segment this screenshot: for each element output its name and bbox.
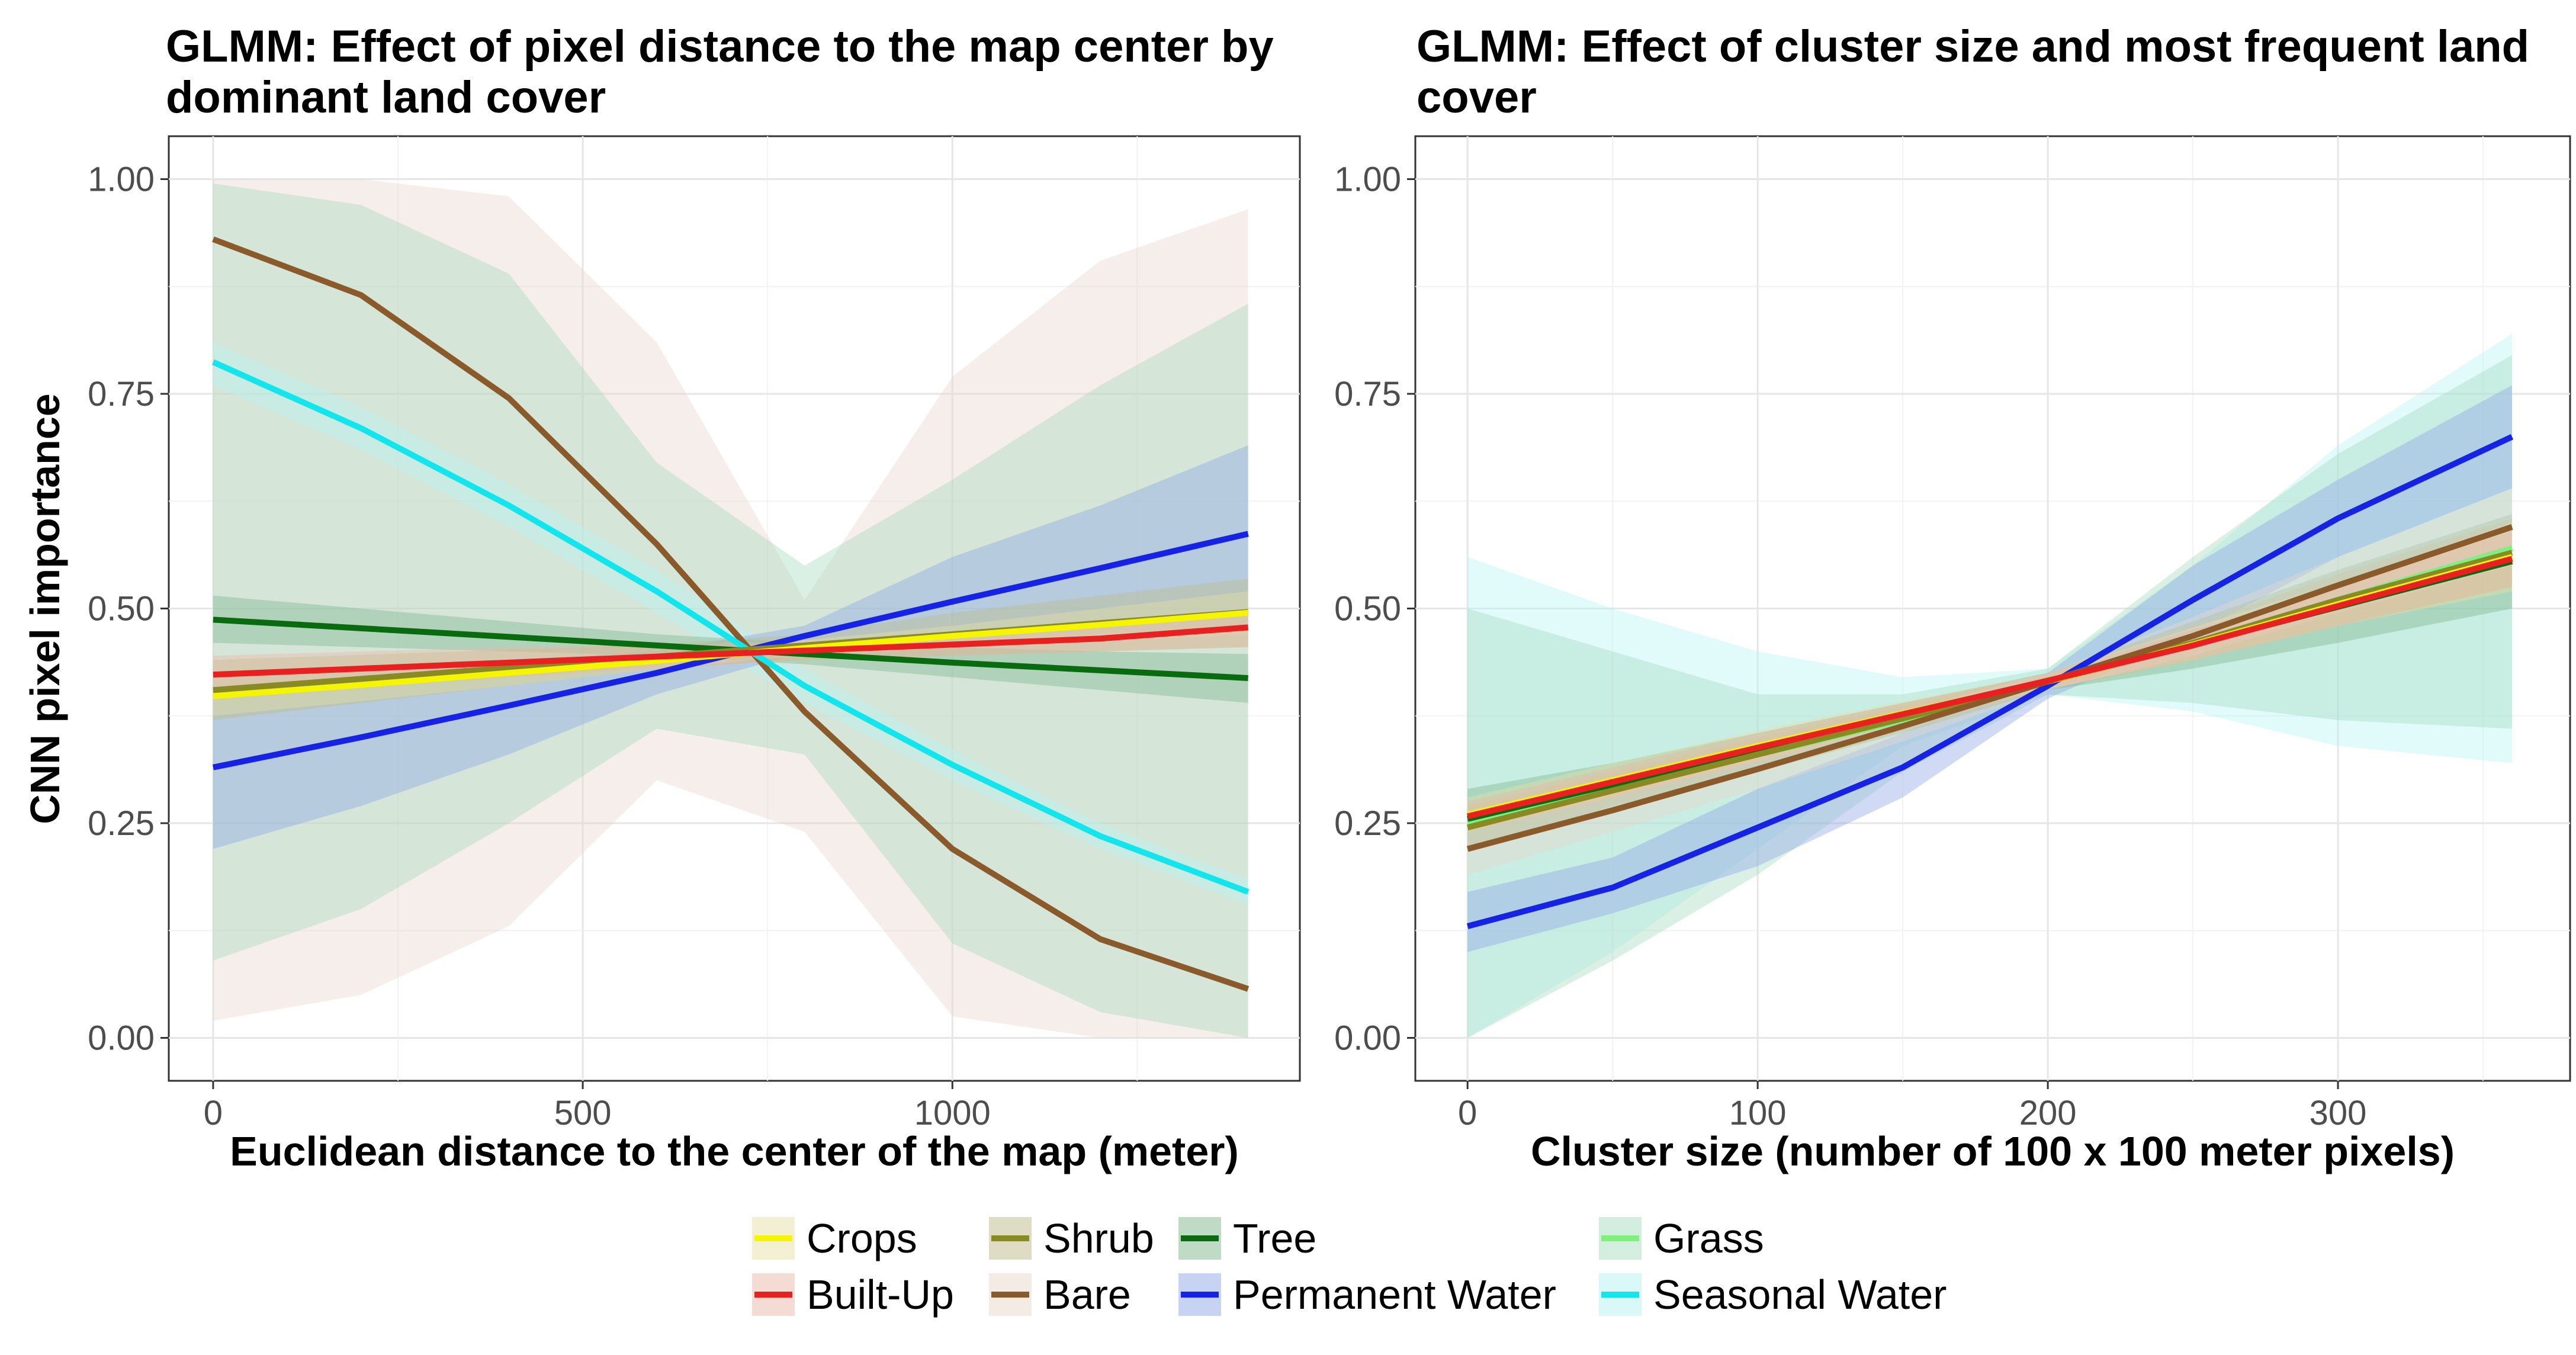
legend-item-shrub: Shrub	[989, 1215, 1154, 1261]
distance-series-lines	[211, 236, 1250, 992]
legend-label: Tree	[1233, 1215, 1316, 1261]
cluster-line-permanent-water	[1466, 434, 2514, 929]
distance-y-tick-label: 0.75	[88, 375, 155, 413]
distance-x-tick-label: 0	[204, 1094, 223, 1132]
cluster-ribbon-tree	[1467, 514, 2513, 849]
distance-axis-ticks: 0.00 0.25 0.50 0.75 1.00 0 500 1000	[88, 160, 991, 1133]
y-axis-label: CNN pixel importance	[22, 393, 68, 824]
distance-y-tick-label: 0.00	[88, 1019, 155, 1058]
cluster-ribbon-shrub	[1467, 518, 2513, 849]
legend-label: Seasonal Water	[1653, 1271, 1947, 1318]
legend-item-grass: Grass	[1599, 1215, 1764, 1261]
legend-label: Grass	[1653, 1215, 1764, 1261]
cluster-line-bare	[1466, 524, 2513, 852]
legend-label: Shrub	[1043, 1215, 1154, 1261]
distance-x-tick-label: 500	[554, 1094, 612, 1132]
cluster-x-tick-label: 0	[1458, 1094, 1477, 1132]
legend-item-seasonal-water: Seasonal Water	[1599, 1271, 1947, 1318]
cluster-ribbon-permanent-water	[1467, 385, 2513, 952]
cluster-y-tick-label: 0.00	[1334, 1019, 1401, 1058]
cluster-panel-title-line-2: cover	[1417, 72, 1537, 123]
distance-y-tick-label: 0.25	[88, 804, 155, 843]
cluster-axis-ticks: 0.00 0.25 0.50 0.75 1.00 0 100 200 300	[1334, 160, 2366, 1133]
legend-label: Permanent Water	[1233, 1271, 1556, 1318]
cluster-panel-title-line-1: GLMM: Effect of cluster size and most fr…	[1417, 21, 2529, 72]
distance-x-tick-label: 1000	[914, 1094, 991, 1132]
distance-effect-panel: GLMM: Effect of pixel distance to the ma…	[22, 21, 1301, 1174]
legend-item-permanent-water: Permanent Water	[1178, 1271, 1556, 1318]
distance-panel-title-line-1: GLMM: Effect of pixel distance to the ma…	[166, 21, 1274, 72]
cluster-x-tick-label: 300	[2310, 1094, 2367, 1132]
cluster-series-lines	[1466, 434, 2514, 929]
cluster-ribbon-seasonal-water	[1467, 333, 2513, 1038]
cluster-size-effect-panel: GLMM: Effect of cluster size and most fr…	[1334, 21, 2571, 1174]
cluster-y-tick-label: 0.75	[1334, 375, 1401, 413]
legend-item-crops: Crops	[752, 1215, 917, 1261]
cluster-x-tick-label: 100	[1729, 1094, 1787, 1132]
distance-y-tick-label: 1.00	[88, 160, 155, 199]
legend-label: Bare	[1043, 1271, 1131, 1318]
legend-item-built-up: Built-Up	[752, 1271, 954, 1318]
distance-line-seasonal-water	[211, 359, 1250, 895]
distance-panel-title-line-2: dominant land cover	[166, 72, 606, 123]
cluster-x-tick-label: 200	[2019, 1094, 2077, 1132]
cluster-y-tick-label: 0.50	[1334, 590, 1401, 628]
legend: Crops Shrub Tree Grass Built-Up Bare Permanent…	[752, 1215, 1947, 1318]
legend-item-bare: Bare	[989, 1271, 1131, 1318]
cluster-x-axis-label: Cluster size (number of 100 x 100 meter …	[1531, 1128, 2455, 1174]
legend-label: Built-Up	[807, 1271, 954, 1318]
cluster-line-built-up	[1467, 556, 2513, 820]
distance-gridlines	[169, 136, 1300, 1081]
cluster-y-tick-label: 1.00	[1334, 160, 1401, 199]
cluster-y-tick-label: 0.25	[1334, 804, 1401, 843]
distance-line-bare	[212, 236, 1250, 992]
legend-label: Crops	[807, 1215, 917, 1261]
distance-ribbon-bare	[213, 179, 1248, 1038]
legend-item-tree: Tree	[1178, 1215, 1316, 1261]
distance-x-axis-label: Euclidean distance to the center of the …	[230, 1128, 1239, 1174]
distance-y-tick-label: 0.50	[88, 590, 155, 628]
distance-ribbon-grass	[213, 183, 1248, 1038]
distance-line-built-up	[213, 624, 1248, 678]
